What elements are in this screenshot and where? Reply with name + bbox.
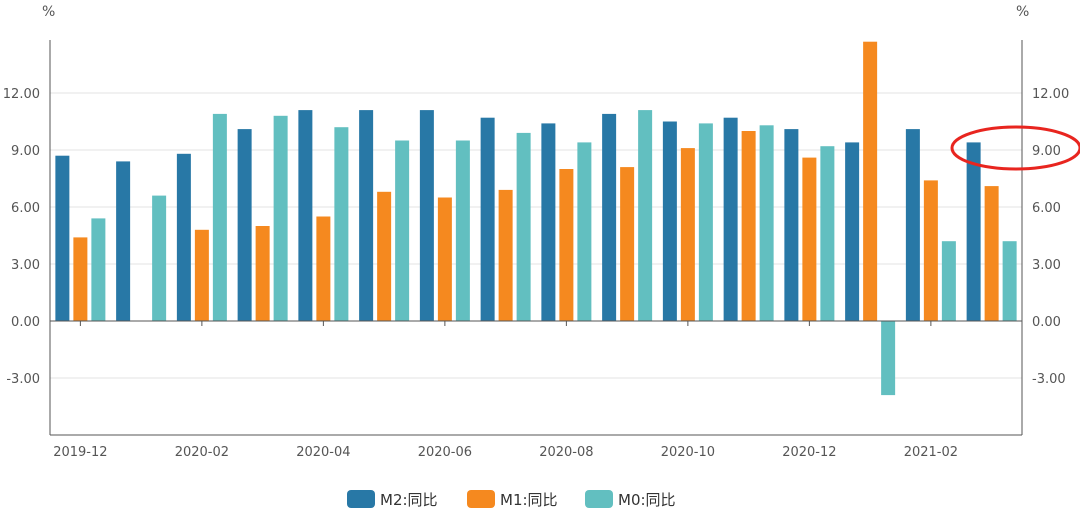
bar[interactable] — [602, 113, 617, 322]
right-y-tick-label: 9.00 — [1032, 144, 1061, 159]
axis-layer — [49, 40, 1023, 436]
bar[interactable] — [759, 125, 774, 321]
bar[interactable] — [923, 180, 938, 321]
bar[interactable] — [55, 155, 70, 321]
bar[interactable] — [212, 113, 227, 322]
bar[interactable] — [359, 110, 374, 321]
bar[interactable] — [638, 110, 653, 321]
legend-label[interactable]: M1:同比 — [500, 491, 558, 509]
grid-layer — [50, 92, 1022, 379]
bar[interactable] — [437, 197, 452, 322]
right-y-tick-label: 12.00 — [1032, 87, 1069, 102]
right-y-tick-label: 6.00 — [1032, 201, 1061, 216]
bar[interactable] — [802, 157, 817, 321]
bar[interactable] — [941, 241, 956, 321]
bar[interactable] — [316, 216, 331, 322]
bar[interactable] — [662, 121, 677, 322]
right-y-tick-label: -3.00 — [1032, 372, 1066, 387]
bar[interactable] — [863, 41, 878, 321]
right-y-tick-label: 0.00 — [1032, 315, 1061, 330]
legend[interactable]: M2:同比 M1:同比 M0:同比 — [347, 490, 676, 509]
x-tick-label: 2020-08 — [539, 445, 593, 460]
bar[interactable] — [255, 226, 270, 321]
annotation-layer — [950, 125, 1080, 171]
legend-swatch[interactable] — [347, 490, 375, 508]
bar[interactable] — [91, 218, 106, 321]
bar[interactable] — [194, 229, 209, 321]
bar[interactable] — [620, 167, 635, 321]
bar[interactable] — [273, 115, 288, 321]
bar[interactable] — [116, 161, 131, 321]
bars-layer — [55, 41, 1017, 396]
highlight-ellipse — [950, 125, 1080, 171]
bar[interactable] — [176, 153, 191, 321]
bar[interactable] — [845, 142, 860, 321]
bar[interactable] — [966, 142, 981, 321]
left-y-tick-label: -3.00 — [6, 372, 40, 387]
bar[interactable] — [680, 148, 695, 321]
left-y-tick-label: 9.00 — [11, 144, 40, 159]
left-y-tick-label: 12.00 — [3, 87, 40, 102]
legend-label[interactable]: M2:同比 — [380, 491, 438, 509]
x-tick-label: 2020-10 — [661, 445, 715, 460]
bar[interactable] — [516, 132, 531, 321]
bar[interactable] — [498, 189, 513, 321]
bar[interactable] — [395, 140, 410, 322]
bar[interactable] — [419, 110, 434, 321]
x-tick-label: 2020-12 — [782, 445, 836, 460]
bar[interactable] — [455, 140, 470, 322]
bar[interactable] — [820, 146, 835, 321]
bar[interactable] — [741, 131, 756, 321]
left-unit-label: % — [42, 4, 55, 20]
right-unit-label: % — [1016, 4, 1029, 20]
labels-layer: % % -3.00 -3.00 0.00 0.00 3.00 3.00 6.00 6.00 9.… — [3, 4, 1069, 460]
left-y-tick-label: 6.00 — [11, 201, 40, 216]
bar[interactable] — [784, 129, 799, 321]
bar[interactable] — [577, 142, 592, 321]
x-tick-label: 2021-02 — [904, 445, 958, 460]
x-tick-label: 2020-06 — [418, 445, 472, 460]
bar[interactable] — [1002, 241, 1017, 321]
legend-label[interactable]: M0:同比 — [618, 491, 676, 509]
bar[interactable] — [698, 123, 713, 322]
bar[interactable] — [377, 191, 392, 321]
bar[interactable] — [480, 117, 495, 321]
bar[interactable] — [152, 195, 167, 321]
bar[interactable] — [723, 117, 738, 321]
bar[interactable] — [237, 129, 252, 321]
bar[interactable] — [73, 237, 88, 321]
legend-swatch[interactable] — [467, 490, 495, 508]
x-tick-label: 2020-02 — [175, 445, 229, 460]
legend-swatch[interactable] — [585, 490, 613, 508]
right-y-tick-label: 3.00 — [1032, 258, 1061, 273]
left-y-tick-label: 3.00 — [11, 258, 40, 273]
bar[interactable] — [984, 186, 999, 321]
x-tick-label: 2020-04 — [296, 445, 350, 460]
x-tick-label: 2019-12 — [53, 445, 107, 460]
bar[interactable] — [334, 127, 349, 321]
bar[interactable] — [298, 110, 313, 321]
bar[interactable] — [541, 123, 556, 322]
bar[interactable] — [559, 169, 574, 321]
bar[interactable] — [881, 321, 896, 396]
bar[interactable] — [905, 129, 920, 321]
left-y-tick-label: 0.00 — [11, 315, 40, 330]
